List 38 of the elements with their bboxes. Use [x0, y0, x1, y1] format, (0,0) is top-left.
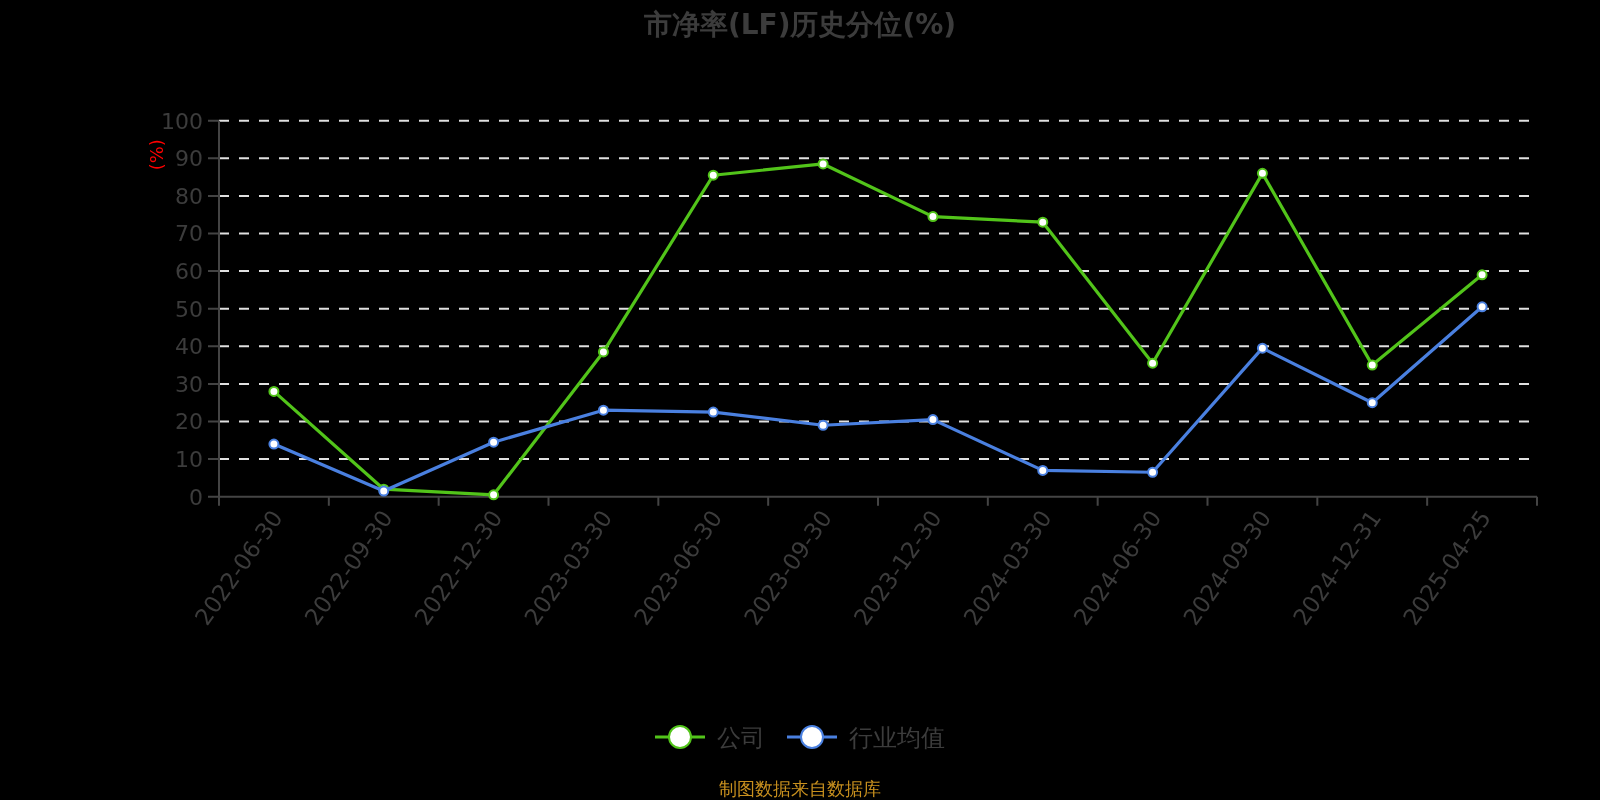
y-tick-label: 20: [175, 409, 203, 435]
point: [1147, 466, 1159, 478]
point: [1476, 301, 1488, 313]
y-tick-label: 40: [175, 334, 203, 360]
y-tick-label: 0: [189, 484, 203, 510]
point: [817, 158, 829, 170]
point: [707, 406, 719, 418]
point: [597, 404, 609, 416]
point: [1147, 357, 1159, 369]
point: [597, 346, 609, 358]
y-tick-label: 80: [175, 183, 203, 209]
point: [1366, 397, 1378, 409]
legend-label: 公司: [717, 723, 765, 752]
y-axis-title: (%): [146, 139, 167, 171]
text: 制图数据来自数据库: [719, 778, 881, 799]
point: [927, 211, 939, 223]
point: [1256, 167, 1268, 179]
y-tick-label: 50: [175, 296, 203, 322]
point: [488, 436, 500, 448]
y-tick-label: 10: [175, 447, 203, 473]
y-tick-label: 30: [175, 371, 203, 397]
point: [707, 169, 719, 181]
legend-label: 行业均值: [849, 723, 945, 752]
y-tick-label: 60: [175, 259, 203, 285]
point: [1476, 269, 1488, 281]
point: [1366, 359, 1378, 371]
point: [268, 438, 280, 450]
point: [1037, 216, 1049, 228]
point: [1256, 342, 1268, 354]
point: [1037, 464, 1049, 476]
point: [488, 489, 500, 501]
y-tick-label: 100: [161, 108, 203, 134]
point: [817, 419, 829, 431]
chart-title: 市净率(LF)历史分位(%): [642, 8, 957, 41]
point: [927, 414, 939, 426]
y-tick-label: 90: [175, 146, 203, 172]
y-tick-label: 70: [175, 221, 203, 247]
point: [268, 385, 280, 397]
